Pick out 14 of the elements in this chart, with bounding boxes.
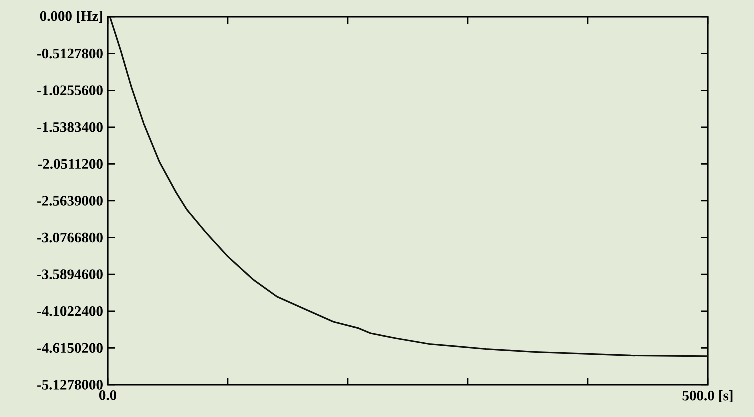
y-tick-label: -2.5639000: [38, 196, 103, 206]
line-series: [108, 16, 708, 358]
y-tick-label: -0.5127800: [38, 48, 103, 59]
y-tick-label: -5.1278000: [38, 380, 103, 390]
y-tick-label: -4.1022400: [38, 306, 103, 316]
y-tick-label: 0.000 [Hz]: [40, 10, 102, 23]
x-tick-label: 0.0: [99, 390, 117, 400]
x-tick-label: 500.0 [s]: [682, 390, 733, 403]
y-tick-label: -1.0255600: [38, 86, 103, 96]
y-tick-label: -2.0511200: [38, 159, 103, 170]
y-tick-label: -3.5894600: [38, 270, 103, 280]
y-tick-label: -4.6150200: [38, 343, 103, 354]
y-tick-label: -3.0766800: [38, 232, 103, 243]
y-tick-label: -1.5383400: [38, 122, 103, 132]
